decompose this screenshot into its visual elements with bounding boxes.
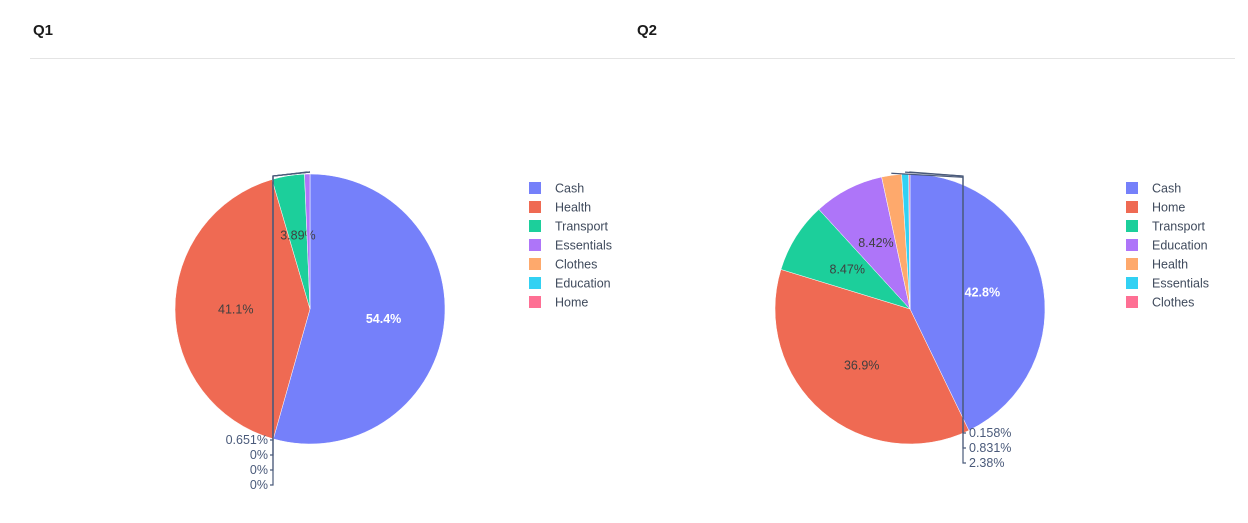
legend-swatch-q2-clothes[interactable] bbox=[1126, 296, 1138, 308]
legend-label-q1-health[interactable]: Health bbox=[555, 201, 591, 215]
leader-line-q2-health bbox=[891, 172, 966, 464]
header-divider bbox=[30, 58, 1235, 59]
pie-slice-q2-cash[interactable] bbox=[909, 173, 1046, 431]
legend-swatch-q2-transport[interactable] bbox=[1126, 220, 1138, 232]
legend-label-q1-transport[interactable]: Transport bbox=[555, 220, 609, 234]
panel-title-q2: Q2 bbox=[637, 22, 658, 39]
legend-swatch-q2-cash[interactable] bbox=[1126, 182, 1138, 194]
legend-swatch-q2-health[interactable] bbox=[1126, 258, 1138, 270]
slice-label-q2-essentials: 0.831% bbox=[969, 441, 1011, 455]
legend-swatch-q2-essentials[interactable] bbox=[1126, 277, 1138, 289]
legend-label-q1-education[interactable]: Education bbox=[555, 277, 611, 291]
slice-label-q2-transport: 8.47% bbox=[830, 262, 865, 276]
legend-swatch-q1-essentials[interactable] bbox=[529, 239, 541, 251]
slice-label-q2-clothes: 0.158% bbox=[969, 426, 1011, 440]
legend-label-q2-health[interactable]: Health bbox=[1152, 258, 1188, 272]
pie-slice-q1-cash[interactable] bbox=[273, 173, 446, 445]
legend-swatch-q1-clothes[interactable] bbox=[529, 258, 541, 270]
legend-swatch-q1-cash[interactable] bbox=[529, 182, 541, 194]
legend-label-q2-cash[interactable]: Cash bbox=[1152, 182, 1181, 196]
legend-label-q2-transport[interactable]: Transport bbox=[1152, 220, 1206, 234]
pie-slice-q1-essentials[interactable] bbox=[304, 173, 311, 310]
leader-line-q1-home bbox=[270, 171, 311, 486]
legend-label-q1-home[interactable]: Home bbox=[555, 296, 588, 310]
legend-label-q1-clothes[interactable]: Clothes bbox=[555, 258, 597, 272]
legend-swatch-q1-transport[interactable] bbox=[529, 220, 541, 232]
slice-label-q1-education: 0% bbox=[250, 463, 268, 477]
slice-label-q1-home: 0% bbox=[250, 478, 268, 492]
legend-swatch-q2-home[interactable] bbox=[1126, 201, 1138, 213]
legend-label-q2-clothes[interactable]: Clothes bbox=[1152, 296, 1194, 310]
legend-label-q1-essentials[interactable]: Essentials bbox=[555, 239, 612, 253]
slice-label-q1-transport: 3.89% bbox=[280, 229, 315, 243]
legend-swatch-q1-health[interactable] bbox=[529, 201, 541, 213]
slice-label-q2-cash: 42.8% bbox=[965, 285, 1000, 299]
pie-slice-q1-health[interactable] bbox=[174, 179, 311, 440]
legend-label-q2-essentials[interactable]: Essentials bbox=[1152, 277, 1209, 291]
legend-label-q2-education[interactable]: Education bbox=[1152, 239, 1208, 253]
panel-title-q1: Q1 bbox=[33, 22, 54, 39]
slice-label-q2-health: 2.38% bbox=[969, 456, 1004, 470]
legend-swatch-q1-home[interactable] bbox=[529, 296, 541, 308]
legend-swatch-q1-education[interactable] bbox=[529, 277, 541, 289]
slice-label-q2-education: 8.42% bbox=[858, 236, 893, 250]
pie-slice-q2-home[interactable] bbox=[774, 269, 970, 445]
slice-label-q2-home: 36.9% bbox=[844, 358, 879, 372]
slice-label-q1-clothes: 0% bbox=[250, 448, 268, 462]
legend-swatch-q2-education[interactable] bbox=[1126, 239, 1138, 251]
slice-label-q1-cash: 54.4% bbox=[366, 312, 401, 326]
slice-label-q1-health: 41.1% bbox=[218, 302, 253, 316]
slice-label-q1-essentials: 0.651% bbox=[226, 433, 268, 447]
legend-label-q2-home[interactable]: Home bbox=[1152, 201, 1185, 215]
legend-label-q1-cash[interactable]: Cash bbox=[555, 182, 584, 196]
